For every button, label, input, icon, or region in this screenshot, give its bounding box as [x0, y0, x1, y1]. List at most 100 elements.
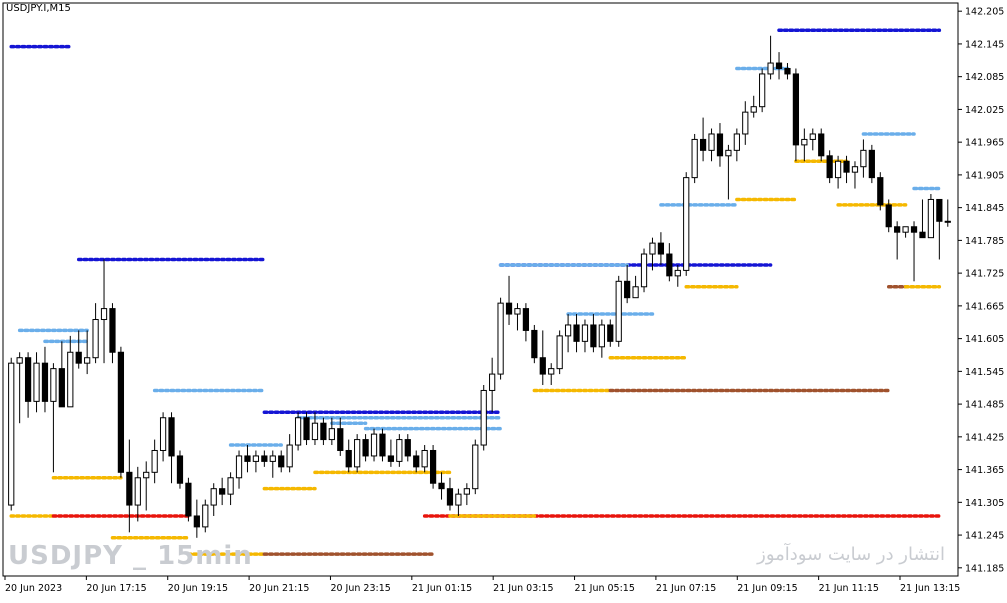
candle-body — [885, 204, 892, 228]
candle-body — [202, 504, 209, 528]
y-tick-label: 142.205 — [965, 7, 1004, 18]
y-tick-label: 141.605 — [965, 334, 1004, 345]
candle-body — [683, 177, 690, 271]
candle-body — [151, 449, 158, 473]
candle-body — [624, 280, 631, 299]
candle-body — [716, 133, 724, 157]
candle-body — [100, 308, 108, 321]
candle-body — [463, 488, 470, 495]
candle-body — [50, 368, 57, 402]
candle-body — [531, 329, 538, 359]
candle-body — [67, 351, 74, 408]
y-tick-label: 141.305 — [965, 498, 1004, 509]
x-tick-label: 20 Jun 21:15 — [249, 583, 309, 594]
candle-body — [328, 428, 335, 441]
y-tick-label: 141.185 — [965, 563, 1004, 574]
x-tick-label: 21 Jun 07:15 — [656, 583, 716, 594]
candle-body — [219, 488, 226, 495]
candle-body — [936, 198, 943, 222]
candle-body — [649, 242, 656, 255]
candle-body — [657, 242, 665, 255]
candle-body — [168, 417, 175, 457]
candle-body — [615, 280, 622, 342]
candle-body — [404, 439, 411, 457]
candle-body — [294, 417, 302, 446]
candle-body — [894, 226, 901, 233]
candle-body — [919, 231, 926, 239]
symbol-title: USDJPY.I,M15 — [6, 3, 71, 14]
candle-body — [41, 362, 49, 402]
y-tick-label: 142.025 — [965, 105, 1004, 116]
candle-body — [429, 449, 437, 484]
candle-body — [193, 515, 200, 528]
candle-body — [244, 455, 251, 462]
candle-body — [666, 253, 673, 277]
candle-body — [455, 493, 462, 506]
candle-body — [75, 351, 82, 364]
candle-body — [24, 357, 32, 402]
candle-body — [58, 368, 65, 408]
candle-body — [269, 455, 276, 462]
candle-body — [176, 455, 184, 484]
candle-body — [311, 422, 319, 441]
candle-body — [750, 106, 757, 113]
candle-body — [33, 362, 40, 402]
candle-body — [733, 133, 740, 151]
candle-body — [759, 73, 766, 108]
x-tick-label: 20 Jun 19:15 — [168, 583, 228, 594]
candle-body — [497, 302, 504, 375]
candle-body — [227, 477, 234, 495]
candle-body — [910, 226, 918, 233]
watermark-right: انتشار در سایت سودآموز — [757, 544, 945, 565]
candle-body — [742, 111, 749, 135]
candle-body — [210, 488, 217, 506]
candle-body — [927, 198, 935, 239]
candle-body — [767, 62, 774, 75]
x-tick-label: 21 Jun 09:15 — [737, 583, 797, 594]
candle-body — [801, 138, 808, 146]
candle-body — [362, 439, 369, 457]
x-tick-label: 21 Jun 13:15 — [900, 583, 960, 594]
y-tick-label: 141.245 — [965, 531, 1004, 542]
candle-body — [370, 433, 378, 457]
candle-body — [539, 357, 546, 375]
y-tick-label: 142.085 — [965, 72, 1004, 83]
candle-body — [303, 417, 310, 441]
x-tick-label: 21 Jun 03:15 — [493, 583, 553, 594]
candle-body — [640, 253, 648, 288]
candle-body — [421, 449, 428, 468]
candle-body — [159, 417, 167, 451]
y-tick-label: 141.965 — [965, 138, 1004, 149]
candle-body — [320, 422, 327, 441]
candle-body — [286, 444, 293, 468]
candle-body — [674, 269, 681, 277]
candle-body — [379, 433, 386, 457]
x-tick-label: 21 Jun 11:15 — [819, 583, 879, 594]
candle-body — [556, 335, 563, 370]
candle-body — [446, 488, 454, 506]
candle-body — [117, 351, 125, 473]
x-tick-label: 21 Jun 05:15 — [575, 583, 635, 594]
y-tick-label: 141.425 — [965, 432, 1004, 443]
candle-body — [598, 324, 605, 348]
candle-body — [851, 166, 859, 173]
candle-body — [438, 482, 445, 490]
y-tick-label: 142.145 — [965, 39, 1004, 50]
candle-body — [708, 133, 715, 151]
candle-body — [396, 439, 403, 462]
y-tick-label: 141.365 — [965, 465, 1004, 476]
y-tick-label: 141.485 — [965, 400, 1004, 411]
x-tick-label: 20 Jun 17:15 — [86, 583, 146, 594]
candle-body — [84, 357, 91, 364]
candle-body — [944, 220, 951, 223]
x-tick-label: 20 Jun 23:15 — [330, 583, 390, 594]
candle-body — [843, 160, 850, 173]
y-tick-label: 141.905 — [965, 170, 1004, 181]
candle-body — [480, 389, 487, 446]
candle-body — [826, 155, 833, 179]
candle-body — [902, 226, 909, 233]
candle-body — [607, 324, 614, 342]
x-tick-label: 21 Jun 01:15 — [412, 583, 472, 594]
candle-body — [564, 324, 572, 337]
